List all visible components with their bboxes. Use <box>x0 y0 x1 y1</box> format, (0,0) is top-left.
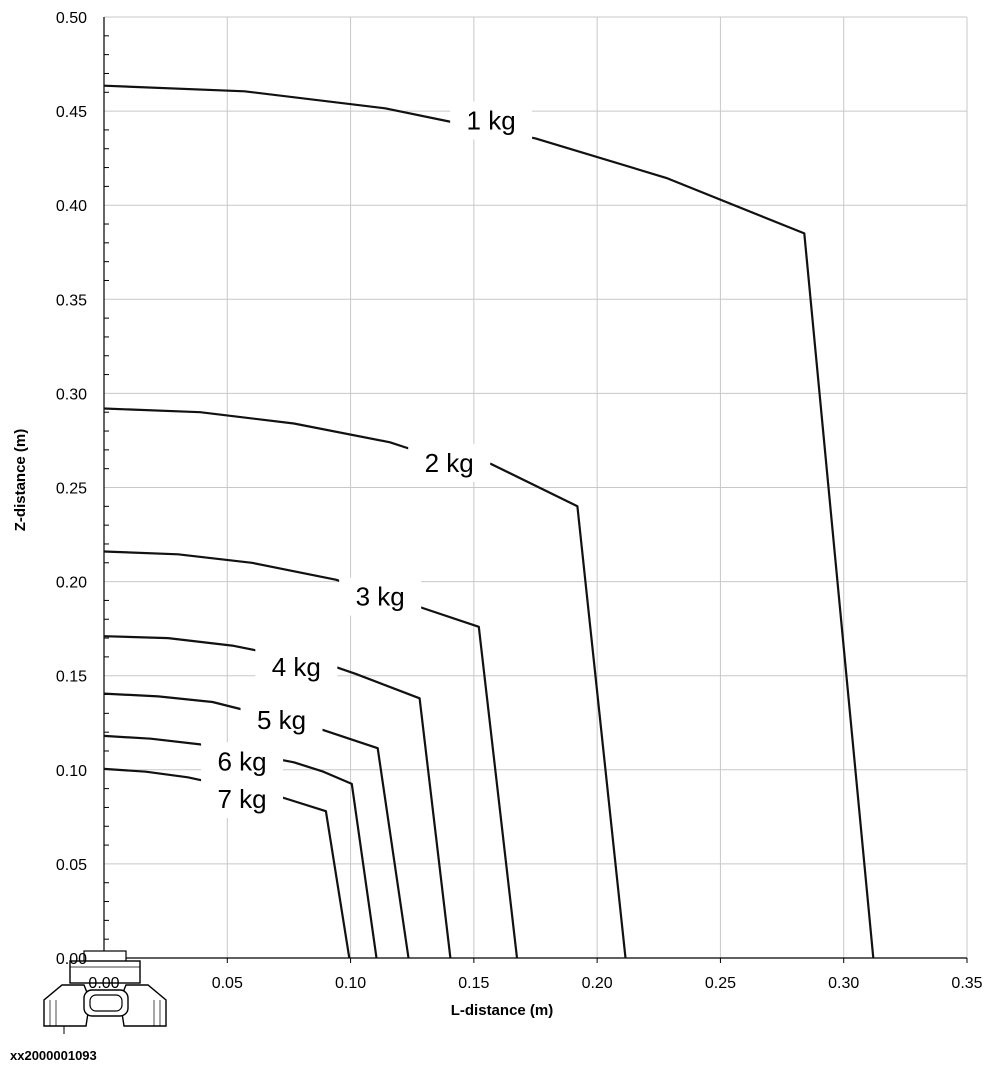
curve-labels: 1 kg 2 kg 3 kg 4 kg 5 kg 6 kg 7 kg <box>201 101 533 818</box>
curve-label-bg <box>255 648 338 687</box>
x-tick-label: 0.10 <box>335 975 366 992</box>
curve-label-bg <box>201 742 284 781</box>
curve-label-bg <box>339 577 422 616</box>
x-axis-title: L-distance (m) <box>451 1002 554 1019</box>
curve-label-3kg: 3 kg <box>356 582 405 612</box>
y-tick-label: 0.05 <box>56 857 87 874</box>
curve-label-6kg: 6 kg <box>218 746 267 776</box>
y-tick-label: 0.30 <box>56 386 87 403</box>
series-line-1kg <box>103 84 875 959</box>
y-tick-label: 0.25 <box>56 481 87 498</box>
x-tick-label: 0.20 <box>582 975 613 992</box>
curve-label-1kg: 1 kg <box>467 106 516 136</box>
y-axis-title: Z-distance (m) <box>12 429 29 532</box>
y-tick-label: 0.50 <box>56 10 87 27</box>
series-line-3kg <box>103 550 519 959</box>
curve-label-2kg: 2 kg <box>425 448 474 478</box>
series-line-6kg <box>103 734 378 959</box>
y-tick-label: 0.10 <box>56 763 87 780</box>
series-layer <box>103 84 875 959</box>
curve-label-7kg: 7 kg <box>218 784 267 814</box>
y-minor-ticks <box>103 35 968 963</box>
y-tick-label: 0.45 <box>56 104 87 121</box>
x-tick-label: 0.30 <box>828 975 859 992</box>
curve-label-bg <box>201 779 284 818</box>
curve-label-bg <box>408 444 491 483</box>
series-line-2kg <box>103 407 627 959</box>
y-tick-label: 0.35 <box>56 292 87 309</box>
y-tick-label: 0.20 <box>56 575 87 592</box>
figure-id: xx2000001093 <box>10 1048 97 1063</box>
x-tick-label: 0.00 <box>88 975 119 992</box>
y-tick-label: 0.00 <box>56 951 87 968</box>
x-tick-label: 0.25 <box>705 975 736 992</box>
axes-text: L-distance (m) Z-distance (m) 0.00 0.05 0.… <box>12 10 983 1019</box>
y-tick-label: 0.15 <box>56 669 87 686</box>
y-tick-label: 0.40 <box>56 198 87 215</box>
payload-diagram: 1 kg 2 kg 3 kg 4 kg 5 kg 6 kg 7 kg L-distance … <box>12 10 983 1034</box>
curve-label-bg <box>450 101 533 140</box>
x-tick-label: 0.05 <box>212 975 243 992</box>
robot-wrist-icon <box>43 950 167 1034</box>
curve-label-5kg: 5 kg <box>257 705 306 735</box>
x-tick-label: 0.35 <box>951 975 982 992</box>
plot-frame <box>103 17 967 959</box>
x-tick-label: 0.15 <box>458 975 489 992</box>
curve-label-bg <box>240 700 323 739</box>
curve-label-4kg: 4 kg <box>272 652 321 682</box>
